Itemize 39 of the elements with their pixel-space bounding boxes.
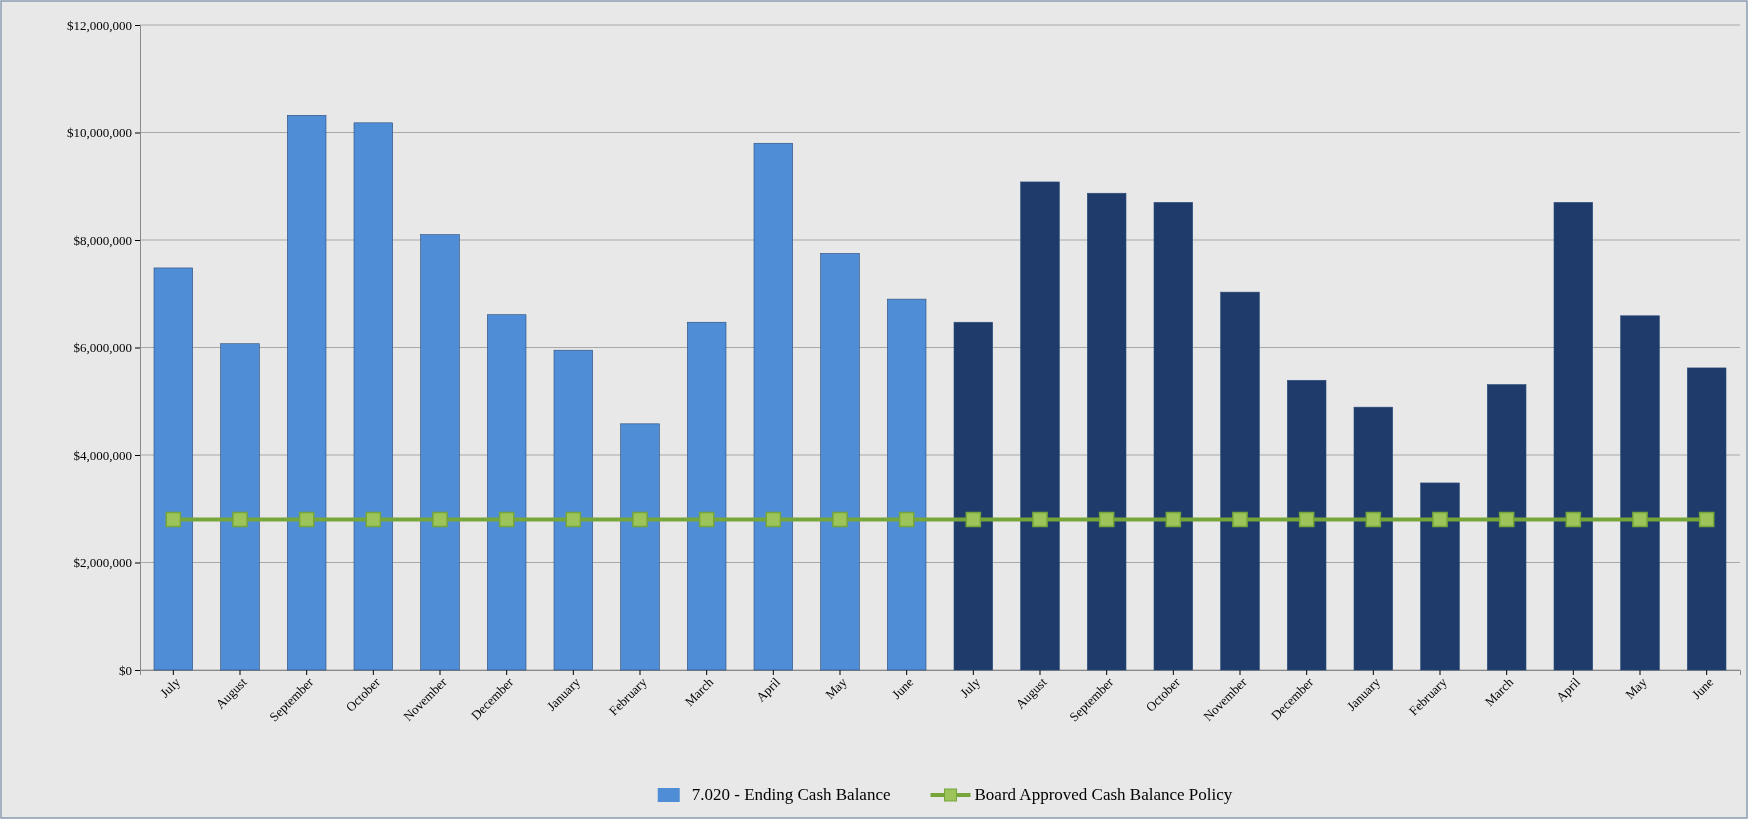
bar	[487, 314, 527, 671]
bar	[1553, 202, 1593, 671]
y-tick-label: $12,000,000	[67, 17, 132, 33]
legend-label: 7.020 - Ending Cash Balance	[691, 785, 891, 804]
bar	[1620, 315, 1660, 671]
bar	[287, 115, 327, 671]
bar	[220, 343, 260, 671]
bar	[887, 298, 927, 671]
x-tick-label: June	[1688, 674, 1717, 702]
bar	[1153, 202, 1193, 671]
bar	[1420, 482, 1460, 671]
bar	[1220, 291, 1260, 671]
y-tick-label: $8,000,000	[73, 232, 132, 248]
x-tick-label: May	[1622, 674, 1650, 702]
legend-label: Board Approved Cash Balance Policy	[974, 785, 1233, 804]
x-tick-label: July	[957, 674, 984, 701]
bar	[820, 253, 860, 671]
bar	[1087, 192, 1127, 671]
bar	[553, 349, 593, 671]
y-tick-label: $6,000,000	[73, 340, 132, 356]
bar	[1687, 367, 1727, 671]
y-tick-label: $2,000,000	[73, 555, 132, 571]
bar	[1487, 384, 1527, 671]
bar	[420, 234, 460, 671]
bar	[620, 423, 660, 671]
bar	[1020, 181, 1060, 671]
x-tick-label: July	[157, 674, 184, 701]
bar	[153, 267, 193, 671]
bar	[1287, 379, 1327, 671]
y-tick-label: $0	[119, 662, 132, 678]
bar	[753, 142, 793, 671]
bar	[353, 122, 393, 671]
bar	[1353, 406, 1393, 671]
bar	[953, 321, 993, 671]
x-tick-label: May	[822, 674, 850, 702]
y-tick-label: $4,000,000	[73, 447, 132, 463]
y-tick-label: $10,000,000	[67, 125, 132, 141]
bar	[687, 321, 727, 671]
x-tick-label: June	[888, 674, 917, 702]
